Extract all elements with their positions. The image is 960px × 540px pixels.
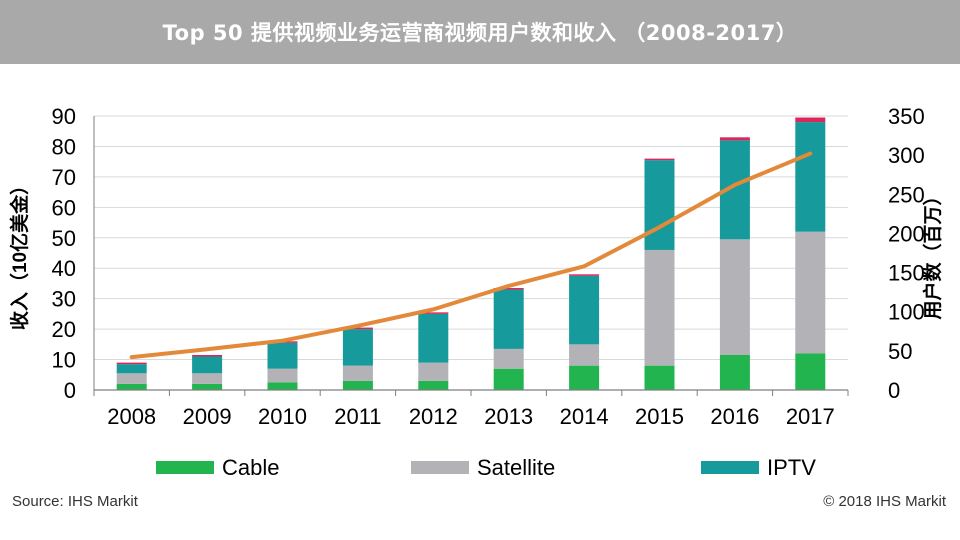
x-tick-label: 2017 — [786, 404, 835, 429]
y2-tick-label: 150 — [888, 261, 925, 286]
legend-label-satellite: Satellite — [477, 455, 555, 480]
bar-other-2008 — [116, 362, 147, 365]
subscriber-point — [431, 307, 435, 311]
legend-layer: Cable Satellite IPTV — [156, 455, 816, 480]
y-tick-label: 80 — [52, 134, 76, 159]
bar-satellite-2009 — [192, 373, 223, 384]
y-tick-label: 20 — [52, 317, 76, 342]
x-tick-label: 2014 — [560, 404, 609, 429]
y-tick-label: 50 — [52, 226, 76, 251]
line-layer — [129, 151, 813, 360]
y-tick-label: 60 — [52, 195, 76, 220]
x-tick-label: 2013 — [484, 404, 533, 429]
y2-tick-label: 100 — [888, 300, 925, 325]
chart-panel: 0 10 20 30 40 50 60 70 80 90 0 50 100 150 200 250 300 350… — [6, 64, 954, 518]
axis-layer — [93, 116, 849, 396]
bar-satellite-2015 — [644, 249, 675, 366]
bar-other-2015 — [644, 158, 675, 161]
bar-cable-2009 — [192, 383, 223, 390]
x-tick-label: 2012 — [409, 404, 458, 429]
bar-iptv-2010 — [267, 342, 298, 369]
source-note: Source: IHS Markit — [12, 493, 138, 510]
y-axis-title: 收入（10亿美金） — [8, 176, 31, 330]
grid-layer — [94, 115, 848, 361]
legend-swatch-cable — [156, 461, 214, 474]
y-tick-label: 90 — [52, 104, 76, 129]
copyright-note: © 2018 IHS Markit — [823, 493, 946, 510]
legend-label-iptv: IPTV — [767, 455, 816, 480]
bar-other-2017 — [795, 117, 826, 123]
bar-cable-2016 — [719, 354, 750, 390]
y2-tick-label: 0 — [888, 378, 900, 403]
bar-iptv-2014 — [569, 275, 600, 345]
bar-other-2016 — [719, 137, 750, 141]
legend-label-cable: Cable — [222, 455, 279, 480]
y-tick-label: 70 — [52, 165, 76, 190]
bar-layer — [116, 117, 826, 390]
y-tick-label: 10 — [52, 348, 76, 373]
bar-other-2013 — [493, 288, 524, 290]
bar-cable-2012 — [418, 380, 449, 390]
revenue-subscriber-chart: 0 10 20 30 40 50 60 70 80 90 0 50 100 150 200 250 300 350… — [8, 104, 944, 480]
y2-tick-label: 50 — [888, 339, 912, 364]
x-tick-label: 2008 — [107, 404, 156, 429]
bar-cable-2017 — [795, 353, 826, 390]
y2-tick-label: 350 — [888, 104, 925, 129]
bar-satellite-2017 — [795, 231, 826, 354]
subscriber-point — [281, 339, 284, 343]
bar-iptv-2008 — [116, 364, 147, 374]
subscriber-point — [808, 152, 812, 156]
y2-axis-title: 用户数（百万） — [921, 186, 944, 319]
bar-other-2014 — [569, 274, 600, 276]
subscriber-point — [658, 225, 661, 229]
subscriber-point — [733, 183, 737, 187]
bar-cable-2011 — [342, 380, 373, 390]
subscriber-point — [130, 355, 134, 359]
x-tick-label: 2010 — [258, 404, 307, 429]
bar-other-2011 — [342, 327, 373, 330]
bar-satellite-2014 — [569, 344, 600, 366]
legend-swatch-satellite — [411, 461, 469, 474]
subscriber-point — [507, 284, 511, 288]
bar-cable-2014 — [569, 365, 600, 390]
legend-swatch-iptv — [701, 461, 759, 474]
bar-other-2009 — [192, 354, 223, 357]
bar-iptv-2017 — [795, 122, 826, 232]
bar-satellite-2008 — [116, 373, 147, 384]
bar-satellite-2016 — [719, 239, 750, 355]
bar-other-2012 — [418, 312, 449, 314]
bar-satellite-2011 — [342, 365, 373, 381]
x-tick-label: 2009 — [183, 404, 232, 429]
x-tick-label: 2015 — [635, 404, 684, 429]
bar-cable-2013 — [493, 368, 524, 390]
x-tick-label: 2016 — [710, 404, 759, 429]
bar-iptv-2011 — [342, 329, 373, 366]
bar-cable-2015 — [644, 365, 675, 390]
chart-title: Top 50 提供视频业务运营商视频用户数和收入 （2008-2017） — [0, 0, 960, 64]
bar-satellite-2013 — [493, 348, 524, 369]
bar-iptv-2013 — [493, 289, 524, 349]
subscriber-line — [129, 151, 813, 360]
y2-tick-label: 200 — [888, 221, 925, 246]
x-tick-label: 2011 — [334, 404, 381, 429]
y-tick-label: 40 — [52, 256, 76, 281]
bar-iptv-2015 — [644, 160, 675, 250]
bar-iptv-2012 — [418, 313, 449, 363]
y-tick-label: 30 — [52, 287, 76, 312]
bar-cable-2010 — [267, 382, 298, 390]
subscriber-point — [582, 264, 586, 268]
subscriber-point — [356, 324, 360, 328]
bar-satellite-2010 — [267, 368, 298, 383]
subscriber-point — [205, 347, 209, 351]
label-layer: 0 10 20 30 40 50 60 70 80 90 0 50 100 150 200 250 300 350… — [8, 104, 944, 429]
y2-tick-label: 300 — [888, 143, 925, 168]
bar-cable-2008 — [116, 383, 147, 390]
bar-iptv-2009 — [192, 356, 223, 374]
bar-satellite-2012 — [418, 362, 449, 381]
y2-tick-label: 250 — [888, 182, 925, 207]
y-tick-label: 0 — [64, 378, 76, 403]
